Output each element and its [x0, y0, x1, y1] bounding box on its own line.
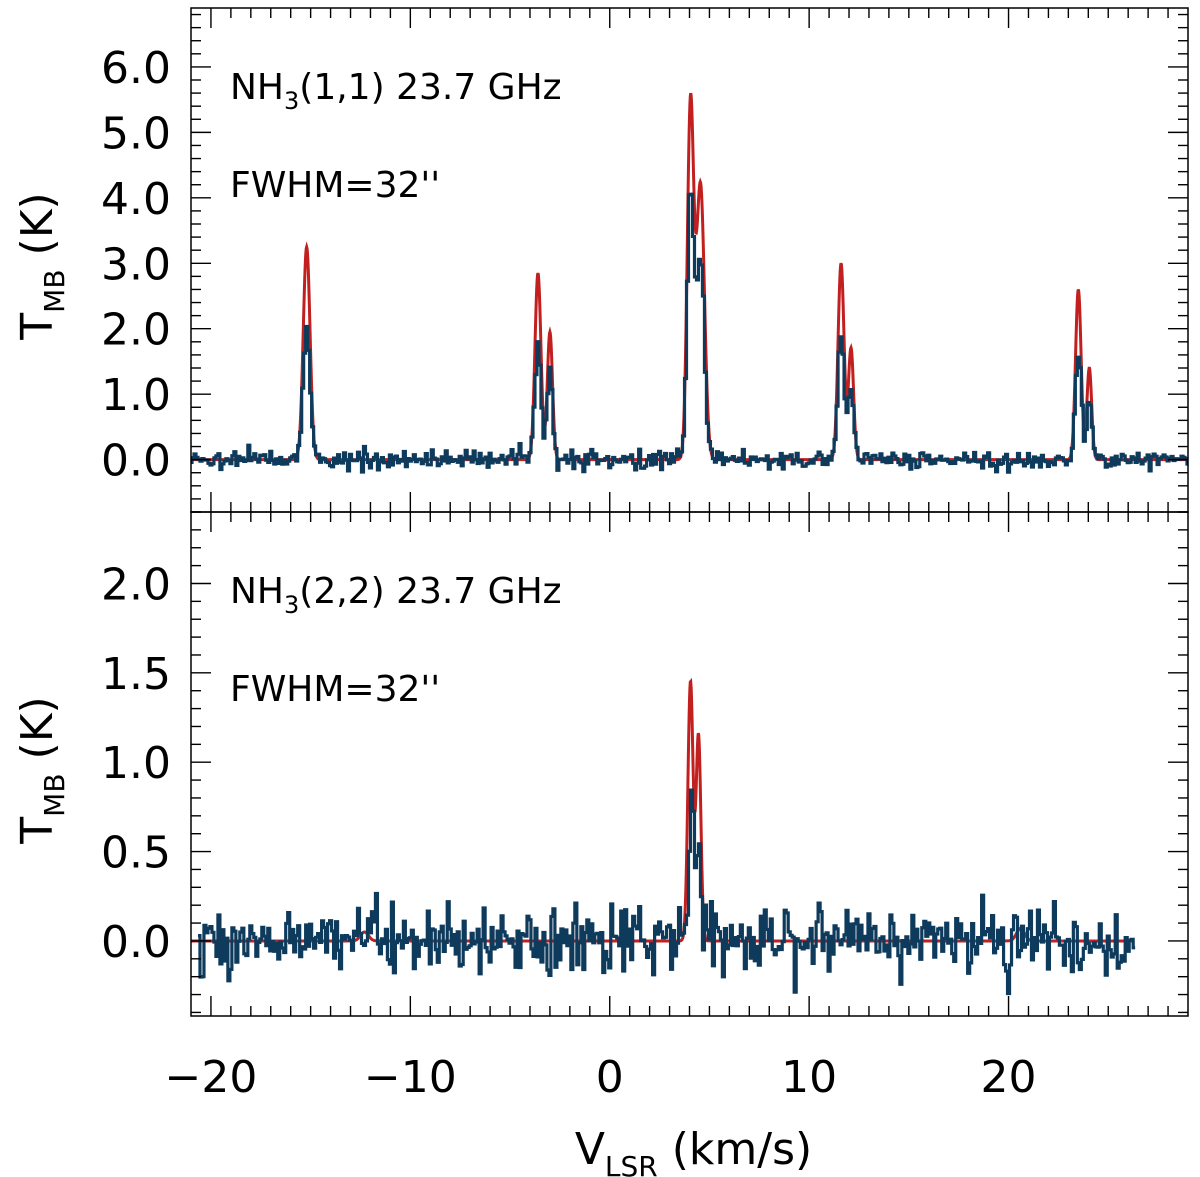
y-tick-label: 4.0 [101, 174, 171, 225]
bottom-panel: 0.0 0.5 1.0 1.5 2.0 −20 −10 0 10 20 NH3(2,2) 23.7 … [12, 511, 1189, 1177]
y-tick-label: 0.0 [101, 917, 171, 968]
y-tick-label: 3.0 [101, 239, 171, 290]
x-tick-label: 10 [781, 1052, 837, 1103]
y-tick-label: 5.0 [101, 108, 171, 159]
fwhm-label: FWHM=32'' [230, 165, 440, 206]
y-tick-label: 0.5 [101, 828, 171, 879]
y-tick-label: 1.5 [101, 649, 171, 700]
x-tick-label: 0 [596, 1052, 624, 1103]
line-label: NH3(1,1) 23.7 GHz [230, 67, 562, 115]
line-label: NH3(2,2) 23.7 GHz [230, 571, 562, 619]
y-tick-label: 2.0 [101, 559, 171, 610]
y-axis-title: TMB (K) [12, 696, 71, 844]
y-tick-label: 1.0 [101, 738, 171, 789]
fwhm-label: FWHM=32'' [230, 669, 440, 710]
y-tick-label: 2.0 [101, 305, 171, 356]
x-axis-title: VLSR (km/s) [575, 1124, 812, 1177]
x-tick-label: −10 [364, 1052, 457, 1103]
y-tick-label: 6.0 [101, 43, 171, 94]
x-tick-label: 20 [981, 1052, 1037, 1103]
top-panel: 0.0 1.0 2.0 3.0 4.0 5.0 6.0 NH3(1,1) 23.7 GHz FW… [12, 7, 1189, 513]
y-axis-title: TMB (K) [12, 192, 71, 340]
y-tick-label: 0.0 [101, 436, 171, 487]
y-tick-label: 1.0 [101, 370, 171, 421]
observed-spectrum-line-0 [191, 192, 1188, 474]
x-tick-label: −20 [165, 1052, 258, 1103]
observed-spectrum-line-1 [197, 788, 1136, 996]
